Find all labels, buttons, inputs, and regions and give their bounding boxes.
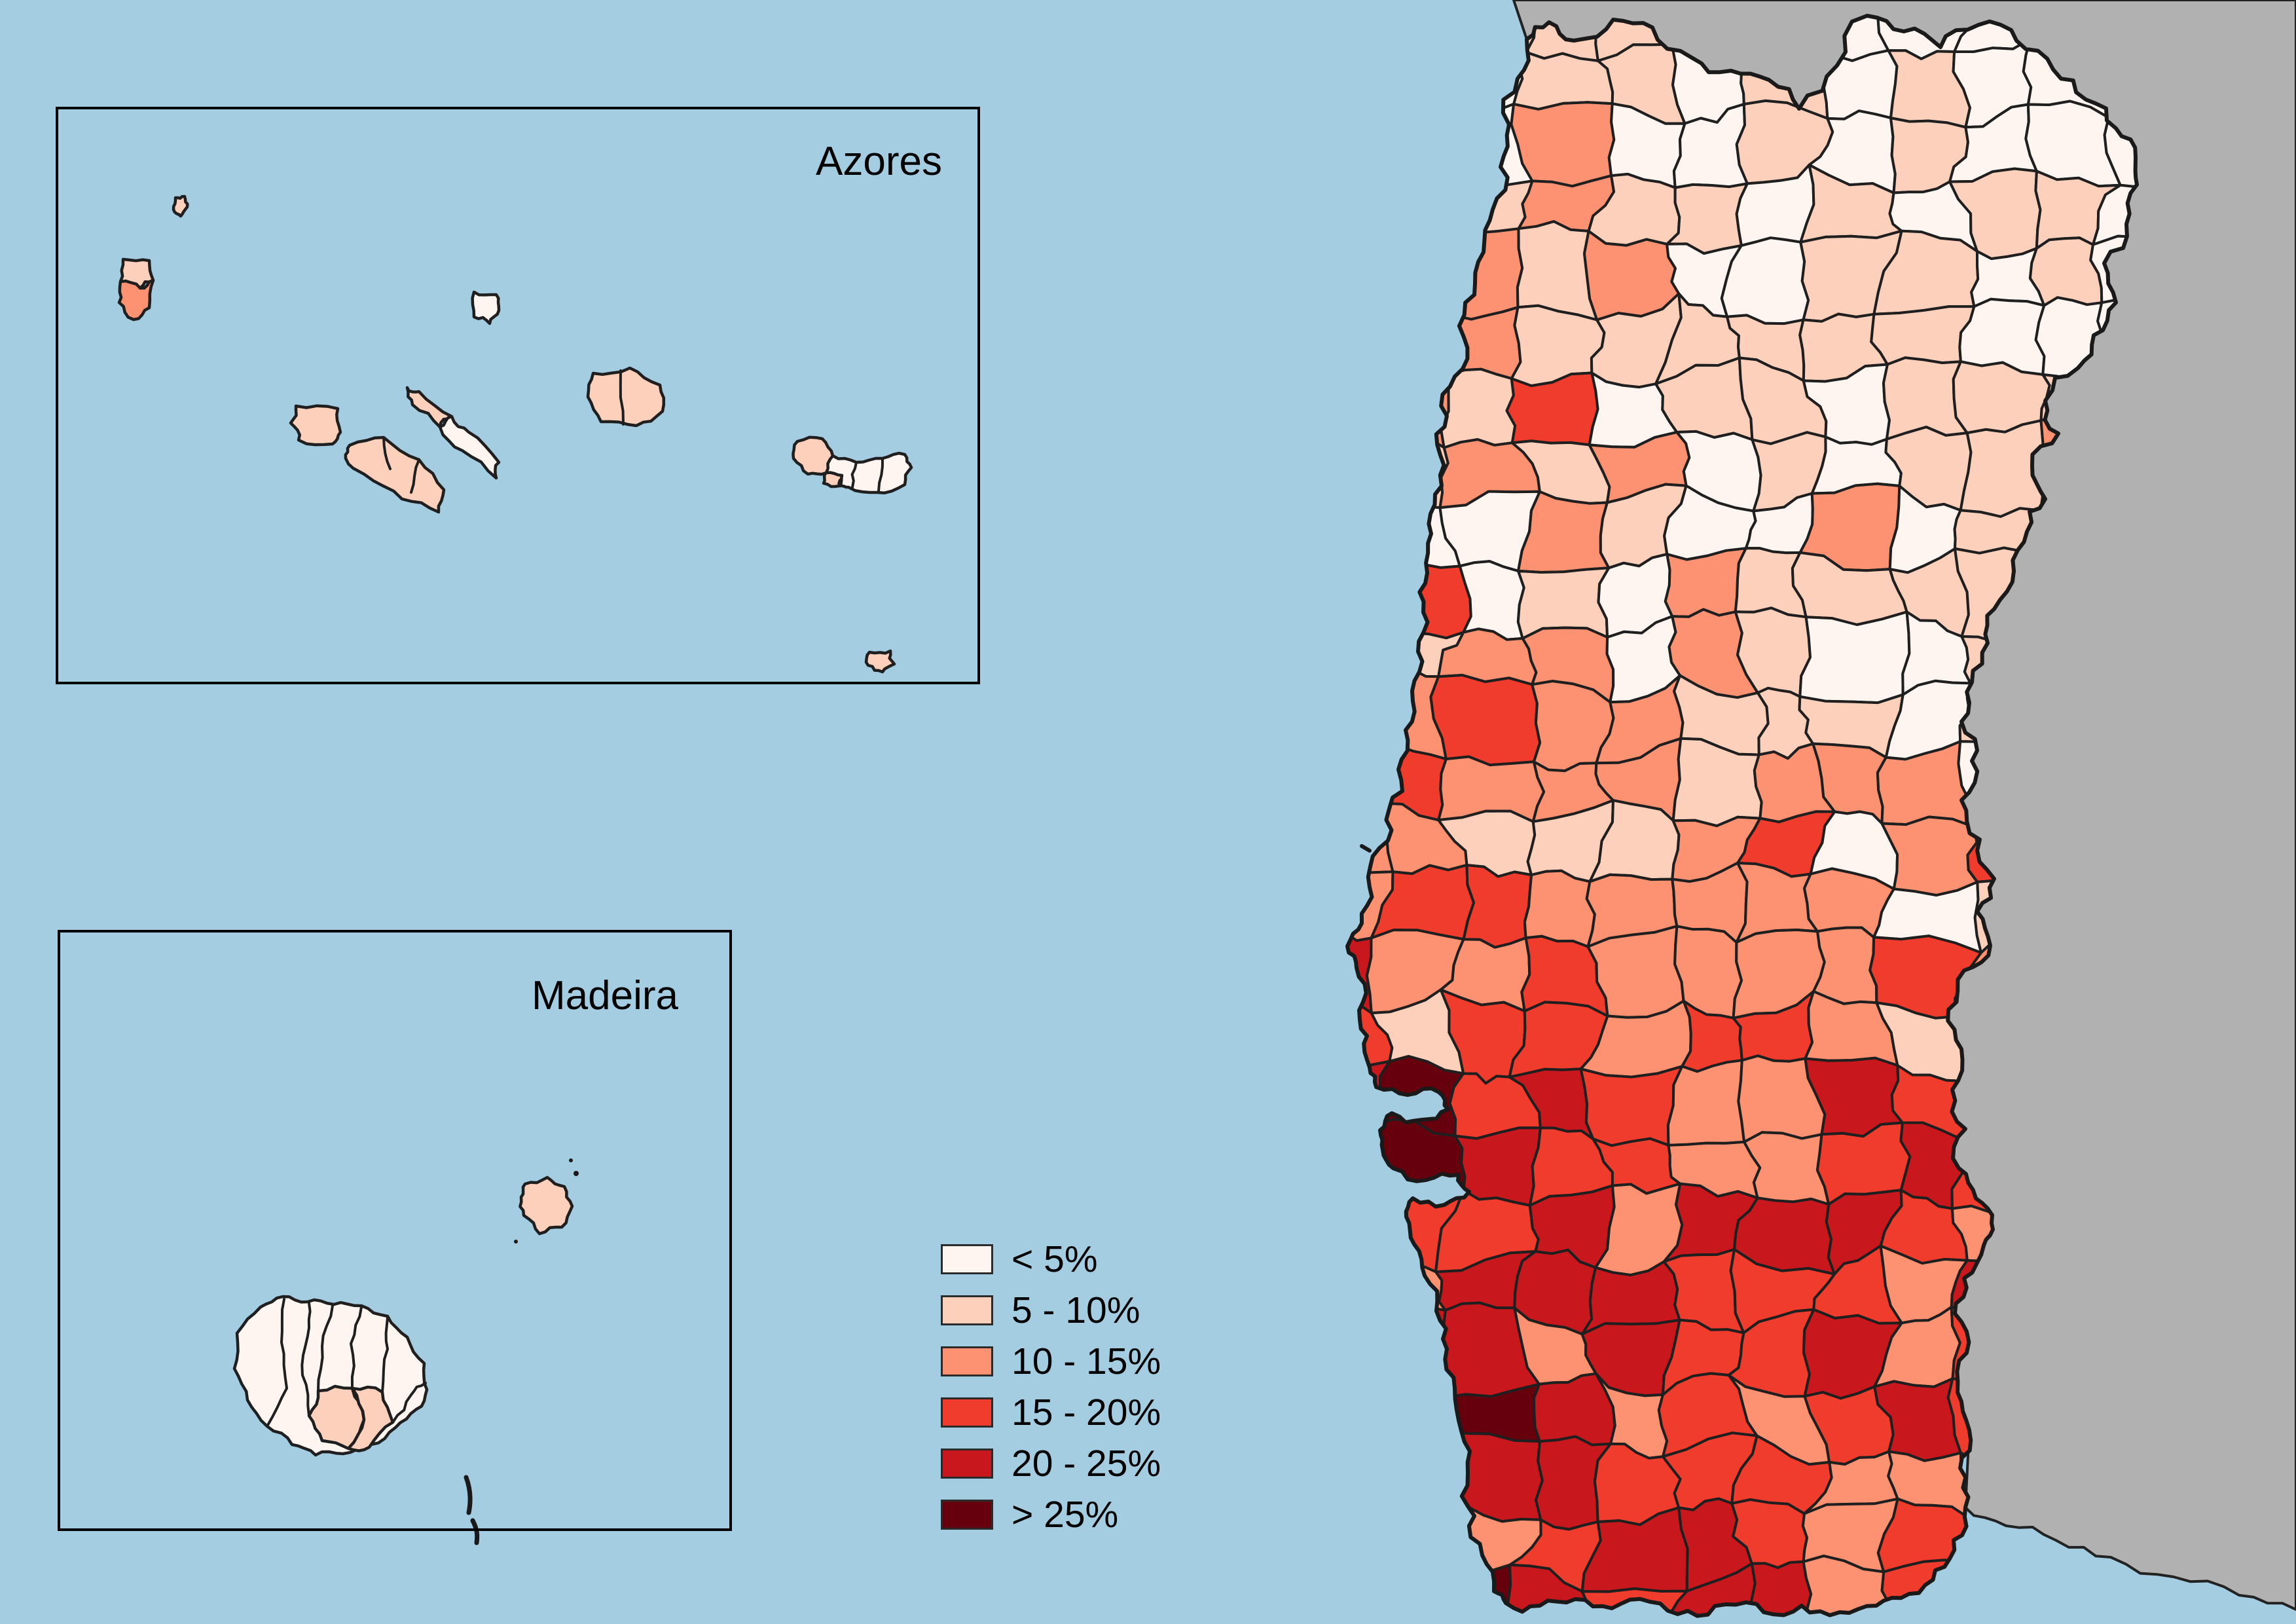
legend-item: > 25% — [941, 1489, 1161, 1540]
legend-item: < 5% — [941, 1234, 1161, 1285]
legend-swatch-10-15-icon — [941, 1346, 993, 1376]
legend-item: 20 - 25% — [941, 1438, 1161, 1489]
legend-swatch-gt25-icon — [941, 1500, 993, 1530]
legend-swatch-20-25-icon — [941, 1449, 993, 1479]
legend-item: 5 - 10% — [941, 1285, 1161, 1336]
madeira-inset-label: Madeira — [532, 973, 678, 1018]
legend-label: < 5% — [1011, 1238, 1098, 1280]
legend-label: 15 - 20% — [1011, 1391, 1161, 1433]
azores-inset-label: Azores — [816, 139, 942, 184]
legend-item: 15 - 20% — [941, 1387, 1161, 1438]
map-legend: < 5% 5 - 10% 10 - 15% 15 - 20% 20 - 25% … — [941, 1234, 1161, 1540]
legend-swatch-lt5-icon — [941, 1244, 993, 1274]
legend-label: 20 - 25% — [1011, 1442, 1161, 1485]
legend-label: > 25% — [1011, 1493, 1119, 1536]
legend-label: 5 - 10% — [1011, 1289, 1140, 1331]
legend-label: 10 - 15% — [1011, 1340, 1161, 1382]
legend-item: 10 - 15% — [941, 1336, 1161, 1387]
legend-swatch-15-20-icon — [941, 1397, 993, 1428]
legend-swatch-5-10-icon — [941, 1295, 993, 1325]
